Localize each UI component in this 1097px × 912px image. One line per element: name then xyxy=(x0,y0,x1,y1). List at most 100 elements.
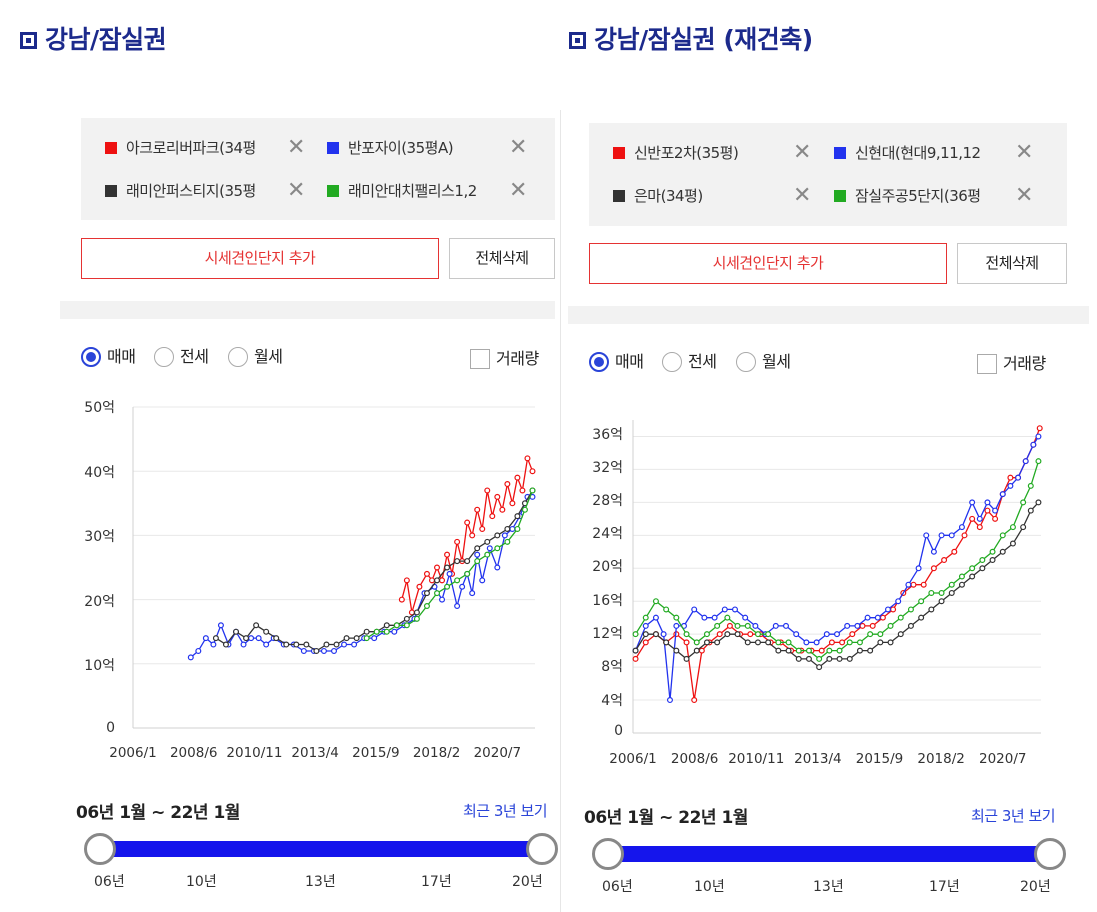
data-point xyxy=(343,635,350,642)
range-slider-start-handle[interactable] xyxy=(84,833,116,865)
recent-3y-link[interactable]: 최근 3년 보기 xyxy=(971,807,1056,825)
data-point xyxy=(999,491,1006,498)
x-tick-label: 2006/1 xyxy=(609,751,657,767)
data-point xyxy=(479,525,486,532)
data-point xyxy=(1022,458,1029,465)
remove-icon[interactable]: ✕ xyxy=(1015,140,1034,165)
series-group xyxy=(632,433,1042,704)
range-slider-end-handle[interactable] xyxy=(526,833,558,865)
remove-icon[interactable]: ✕ xyxy=(793,140,812,165)
data-point xyxy=(439,596,446,603)
data-point xyxy=(514,525,521,532)
range-text: 06년 1월 ~ 22년 1월 xyxy=(584,808,748,828)
data-point xyxy=(363,628,370,635)
radio-monthly[interactable]: 월세 xyxy=(228,343,283,367)
x-tick-label: 2008/6 xyxy=(671,751,719,767)
x-tick-label: 2020/7 xyxy=(979,751,1027,767)
y-tick-label: 8억 xyxy=(601,659,623,675)
data-point xyxy=(775,647,782,654)
radio-jeonse[interactable]: 전세 xyxy=(154,343,209,367)
slider-tick-label: 20년 xyxy=(1020,879,1051,895)
data-point xyxy=(999,532,1006,539)
data-point xyxy=(222,641,229,648)
volume-checkbox[interactable]: 거래량 xyxy=(470,345,539,369)
remove-icon[interactable]: ✕ xyxy=(287,135,306,160)
data-point xyxy=(920,581,927,588)
data-point xyxy=(283,641,290,648)
data-point xyxy=(423,570,430,577)
volume-checkbox[interactable]: 거래량 xyxy=(977,350,1046,374)
data-point xyxy=(293,641,300,648)
data-point xyxy=(984,499,991,506)
data-point xyxy=(732,606,739,613)
data-point xyxy=(479,577,486,584)
data-point xyxy=(907,622,914,629)
data-point xyxy=(489,513,496,520)
remove-icon[interactable]: ✕ xyxy=(287,178,306,203)
radio-ring xyxy=(736,352,756,372)
slider-tick-label: 13년 xyxy=(813,879,844,895)
add-complex-button[interactable]: 시세견인단지 추가 xyxy=(81,238,439,279)
data-point xyxy=(877,639,884,646)
data-point xyxy=(693,647,700,654)
radio-ring xyxy=(228,347,248,367)
recent-3y-link[interactable]: 최근 3년 보기 xyxy=(463,802,548,820)
data-point xyxy=(403,577,410,584)
radio-sale[interactable]: 매매 xyxy=(81,343,136,367)
data-point xyxy=(273,635,280,642)
radio-monthly[interactable]: 월세 xyxy=(736,348,791,372)
data-point xyxy=(818,647,825,654)
radio-jeonse[interactable]: 전세 xyxy=(662,348,717,372)
remove-icon[interactable]: ✕ xyxy=(509,135,528,160)
data-point xyxy=(765,639,772,646)
range-slider-track[interactable] xyxy=(101,841,541,857)
range-slider-start-handle[interactable] xyxy=(592,838,624,870)
x-tick-label: 2020/7 xyxy=(474,745,522,761)
panel-heading-left: 강남/잠실권 xyxy=(20,20,167,56)
x-tick-label: 2010/11 xyxy=(728,751,784,767)
data-point xyxy=(632,631,639,638)
y-tick-label: 28억 xyxy=(592,493,623,509)
data-point xyxy=(915,565,922,572)
data-point xyxy=(202,635,209,642)
range-slider-end-handle[interactable] xyxy=(1034,838,1066,870)
remove-icon[interactable]: ✕ xyxy=(1015,183,1034,208)
x-tick-label: 2006/1 xyxy=(109,745,157,761)
data-point xyxy=(454,558,461,565)
delete-all-button[interactable]: 전체삭제 xyxy=(957,243,1067,284)
data-point xyxy=(890,606,897,613)
data-point xyxy=(703,631,710,638)
data-point xyxy=(803,639,810,646)
section-divider xyxy=(60,301,555,319)
legend-item: 래미안대치팰리스1,2 xyxy=(327,180,507,202)
data-point xyxy=(323,641,330,648)
data-point xyxy=(785,639,792,646)
data-point xyxy=(775,639,782,646)
y-tick-label: 20억 xyxy=(592,559,623,575)
data-point xyxy=(514,513,521,520)
data-point xyxy=(826,647,833,654)
data-point xyxy=(499,506,506,513)
data-point xyxy=(816,655,823,662)
delete-all-button[interactable]: 전체삭제 xyxy=(449,238,555,279)
data-point xyxy=(652,598,659,605)
data-point xyxy=(663,606,670,613)
data-point xyxy=(938,532,945,539)
range-slider-track[interactable] xyxy=(609,846,1049,862)
radio-label: 전세 xyxy=(688,352,717,371)
remove-icon[interactable]: ✕ xyxy=(793,183,812,208)
data-point xyxy=(504,538,511,545)
checkbox-box xyxy=(977,354,997,374)
data-point xyxy=(805,655,812,662)
data-point xyxy=(805,647,812,654)
radio-sale[interactable]: 매매 xyxy=(589,348,644,372)
data-point xyxy=(403,622,410,629)
data-point xyxy=(519,487,526,494)
remove-icon[interactable]: ✕ xyxy=(509,178,528,203)
data-point xyxy=(514,474,521,481)
y-tick-label: 0 xyxy=(106,720,115,736)
add-complex-button[interactable]: 시세견인단지 추가 xyxy=(589,243,947,284)
series-line xyxy=(634,461,1040,660)
data-point xyxy=(434,564,441,571)
data-point xyxy=(897,631,904,638)
